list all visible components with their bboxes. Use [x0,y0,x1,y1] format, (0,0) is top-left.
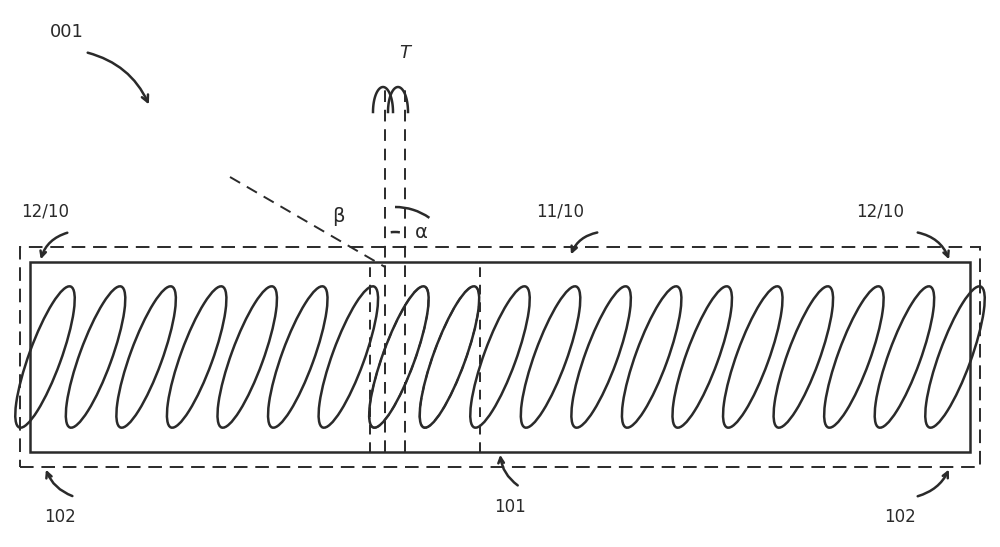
Text: 101: 101 [494,498,526,516]
FancyArrowPatch shape [41,232,67,257]
Text: α: α [415,223,428,241]
Text: T: T [400,44,411,62]
Text: 102: 102 [884,508,916,526]
Bar [20,247,980,467]
FancyArrowPatch shape [918,472,948,496]
FancyArrowPatch shape [498,457,518,485]
Text: 12/10: 12/10 [21,203,69,221]
Text: β: β [332,207,345,226]
FancyArrowPatch shape [88,53,148,102]
FancyArrowPatch shape [46,472,72,496]
Text: 001: 001 [50,23,84,41]
Text: 102: 102 [44,508,76,526]
Text: 11/10: 11/10 [536,203,584,221]
Text: 12/10: 12/10 [856,203,904,221]
FancyArrowPatch shape [572,232,597,252]
FancyArrowPatch shape [918,232,949,257]
Bar [30,262,970,452]
